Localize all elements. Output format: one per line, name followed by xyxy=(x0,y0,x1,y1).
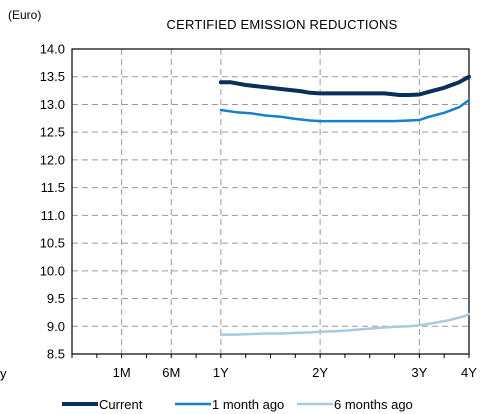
series-line xyxy=(219,98,471,123)
legend-label: Current xyxy=(99,397,143,412)
y-tick-label: 10.0 xyxy=(40,263,65,278)
y-tick-label: 12.0 xyxy=(40,152,65,167)
x-tick-label: 1Y xyxy=(213,365,229,380)
y-tick-label: 14.0 xyxy=(40,42,65,57)
series-line xyxy=(219,312,471,336)
series-line xyxy=(218,74,471,97)
left-edge-stub-text: y xyxy=(0,366,7,381)
y-tick-label: 10.5 xyxy=(40,236,65,251)
legend-label: 1 month ago xyxy=(212,397,284,412)
x-tick-label: 3Y xyxy=(411,365,427,380)
y-tick-label: 11.5 xyxy=(41,180,65,195)
legend-label: 6 months ago xyxy=(334,397,413,412)
x-tick-label: 1M xyxy=(113,365,131,380)
y-tick-label: 8.5 xyxy=(47,347,65,362)
y-tick-label: 12.5 xyxy=(40,125,65,140)
y-tick-label: 13.0 xyxy=(40,97,65,112)
x-tick-label: 4Y xyxy=(461,365,477,380)
chart-title: CERTIFIED EMISSION REDUCTIONS xyxy=(166,17,398,32)
y-tick-label: 9.5 xyxy=(47,291,65,306)
y-tick-label: 9.0 xyxy=(47,319,65,334)
x-tick-label: 2Y xyxy=(312,365,328,380)
x-tick-label: 6M xyxy=(162,365,180,380)
y-tick-label: 11.0 xyxy=(41,208,65,223)
y-tick-label: 13.5 xyxy=(40,69,65,84)
plot-frame xyxy=(71,48,470,355)
y-unit-label: (Euro) xyxy=(8,8,42,22)
